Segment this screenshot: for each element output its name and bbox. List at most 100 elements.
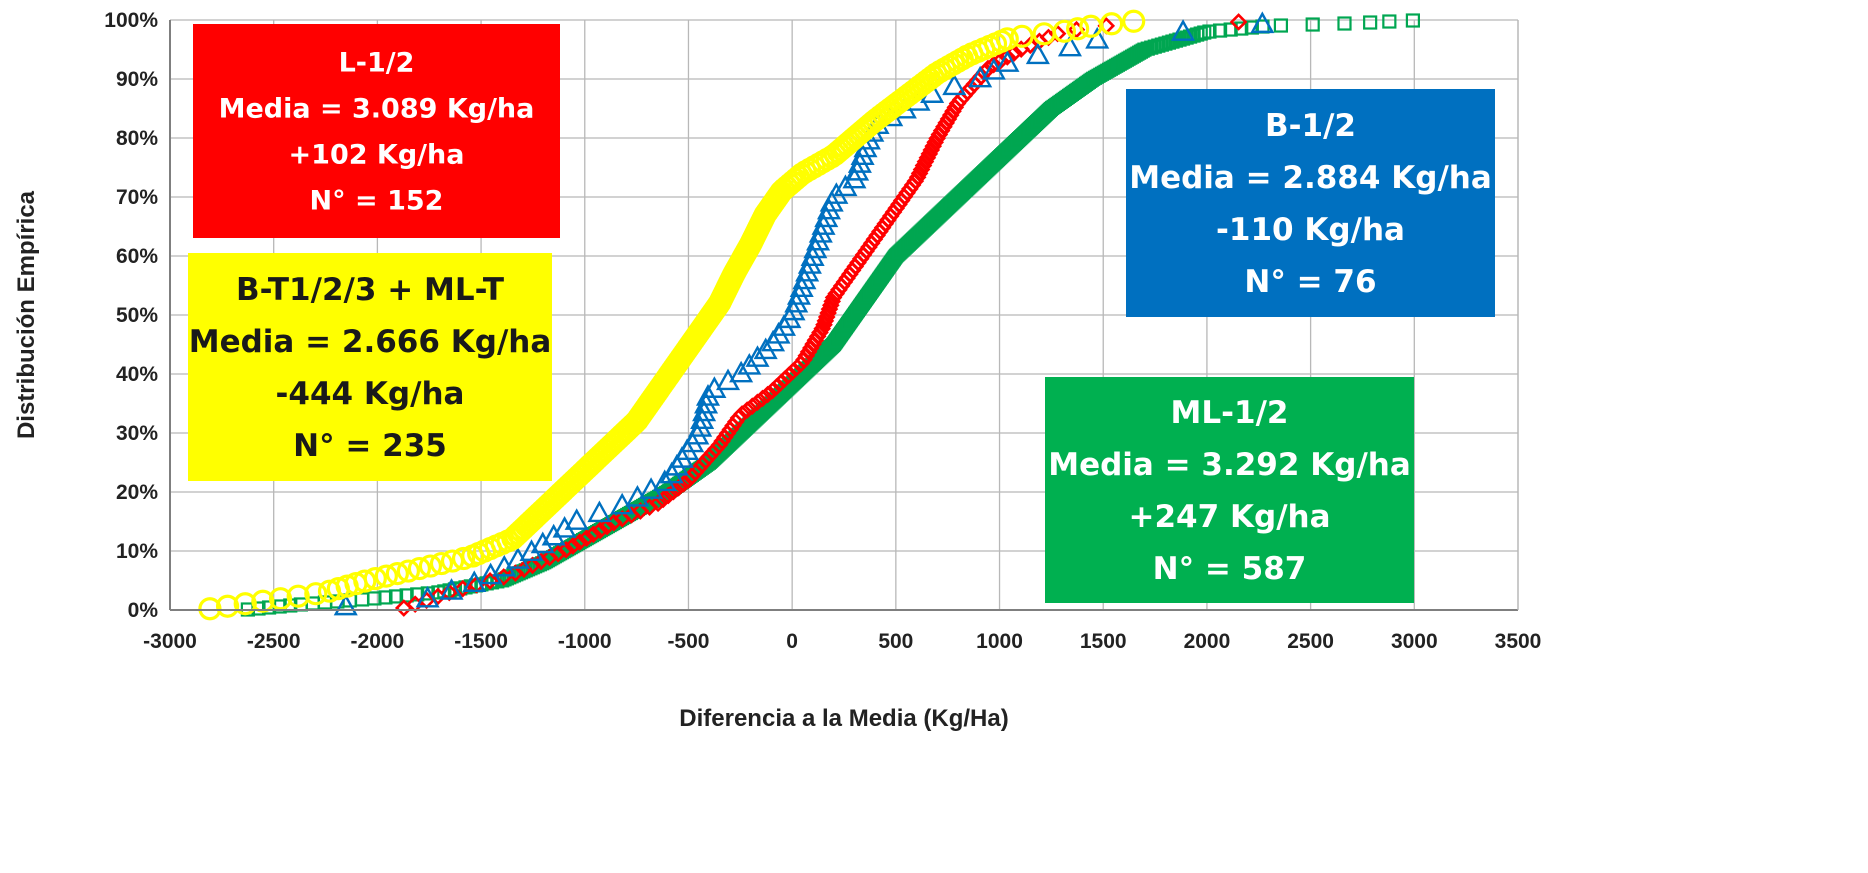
data-point [1010, 24, 1034, 48]
annotation-line: -444 Kg/ha [276, 376, 465, 412]
data-point [1171, 19, 1196, 41]
data-point [814, 205, 839, 228]
data-point [1405, 13, 1421, 28]
data-point [649, 494, 667, 513]
y-tick-label: 40% [116, 363, 158, 386]
data-point [1212, 23, 1228, 38]
data-point [685, 422, 710, 445]
annotation-line: ML-1/2 [1171, 395, 1289, 431]
data-point [1273, 18, 1289, 33]
data-point [564, 508, 589, 530]
data-point [418, 554, 443, 578]
data-point [1052, 19, 1077, 43]
data-point [415, 585, 440, 608]
data-point [439, 578, 464, 600]
y-axis-title: Distribución Empírica [13, 190, 40, 439]
series-b-t1-2-3-ml-t [198, 9, 1146, 621]
data-point [1382, 14, 1397, 29]
y-tick-label: 30% [116, 422, 158, 445]
data-point [784, 290, 809, 313]
data-point [286, 584, 310, 608]
data-point [451, 546, 476, 571]
x-tick-label: 0 [786, 630, 798, 653]
data-point [353, 569, 377, 593]
data-point [995, 50, 1020, 72]
data-point [745, 345, 770, 367]
series-b-1-2 [333, 11, 1275, 616]
data-point [1057, 34, 1082, 57]
data-point [733, 405, 751, 423]
data-point [806, 228, 831, 251]
y-tick-label: 90% [116, 68, 158, 91]
data-point [1100, 12, 1124, 36]
data-point [396, 559, 420, 583]
x-tick-label: 1500 [1080, 630, 1127, 653]
data-point [729, 360, 754, 383]
data-point [753, 389, 772, 408]
data-point [233, 592, 257, 616]
data-point [1122, 9, 1146, 33]
tick-labels: -3000 -2500 -2000 -1500 -1000 -500 0 500 1000 150… [104, 9, 1541, 653]
data-point [800, 244, 825, 266]
annotation-box-ml: ML-1/2 Media = 3.292 Kg/ha +247 Kg/ha N° = … [1045, 377, 1414, 603]
annotation-box-bg [188, 253, 552, 481]
data-point [795, 259, 820, 282]
annotation-box-bg [1126, 89, 1495, 317]
data-point [695, 384, 721, 406]
data-point [215, 594, 240, 618]
x-tick-label: 3500 [1495, 630, 1542, 653]
annotation-line: B-T1/2/3 + ML-T [236, 272, 504, 308]
annotation-line: +247 Kg/ha [1129, 499, 1331, 535]
x-tick-label: -2000 [351, 630, 405, 653]
annotation-line: N° = 76 [1244, 264, 1376, 300]
data-point [385, 561, 409, 586]
data-point [942, 73, 967, 96]
data-point [816, 197, 842, 220]
series-l-1-2 [394, 13, 1248, 617]
data-point [688, 415, 713, 437]
data-point [587, 500, 612, 523]
data-point [598, 517, 616, 536]
data-point [591, 521, 610, 540]
data-point [738, 401, 757, 419]
data-point [1066, 17, 1090, 41]
series-layer [198, 9, 1421, 621]
data-point [743, 397, 762, 416]
data-point [694, 391, 719, 414]
y-tick-label: 50% [116, 304, 158, 327]
data-point [1223, 22, 1238, 37]
data-point [803, 236, 828, 259]
data-point [775, 370, 794, 388]
x-tick-label: 2500 [1287, 630, 1334, 653]
data-point [462, 570, 487, 593]
data-point [659, 486, 678, 505]
data-point [268, 587, 293, 611]
annotation-line: Media = 2.666 Kg/ha [189, 324, 552, 360]
x-tick-label: 500 [878, 630, 913, 653]
data-point [1337, 16, 1352, 31]
data-point [481, 572, 499, 590]
annotation-box-bg [193, 24, 560, 238]
data-point [1234, 21, 1249, 36]
x-tick-label: -1500 [454, 630, 508, 653]
data-point [1250, 11, 1275, 34]
data-point [557, 540, 575, 559]
axes [169, 20, 1519, 611]
data-point [652, 469, 677, 492]
data-point [1202, 24, 1217, 39]
annotation-line: Media = 2.884 Kg/ha [1129, 160, 1492, 196]
x-axis-title: Diferencia a la Media (Kg/Ha) [679, 705, 1008, 732]
data-point [519, 539, 544, 561]
x-tick-label: -2500 [247, 630, 301, 653]
annotation-line: N° = 235 [293, 428, 447, 464]
y-tick-label: 10% [116, 540, 158, 563]
data-point [845, 158, 870, 181]
annotation-box-bg [1045, 377, 1414, 603]
annotation-line: -110 Kg/ha [1216, 212, 1405, 248]
data-point [797, 252, 822, 274]
data-point [833, 174, 858, 197]
data-point [780, 366, 798, 385]
data-point [374, 564, 398, 588]
data-point [784, 362, 802, 381]
